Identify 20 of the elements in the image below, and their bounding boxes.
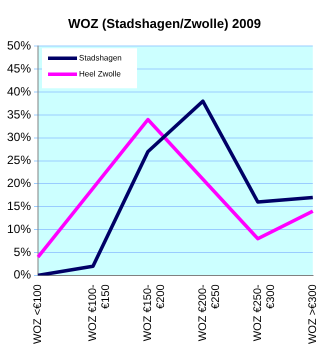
chart-title: WOZ (Stadshagen/Zwolle) 2009	[67, 16, 262, 33]
x-tick-label: WOZ €100- €150	[87, 284, 112, 342]
y-tick-label: 40%	[6, 84, 32, 98]
x-tick-label: WOZ €150- €200	[142, 284, 168, 342]
x-tick-label: WOZ €250- €300	[252, 284, 278, 342]
legend-label: Heel Zwolle	[79, 69, 122, 78]
x-tick-label: WOZ €200- €250	[196, 284, 222, 342]
y-tick-label: 35%	[6, 107, 32, 122]
y-tick-label: 5%	[14, 244, 32, 259]
y-tick-label: 30%	[6, 130, 32, 144]
y-tick-label: 50%	[6, 38, 32, 53]
x-tick-label: WOZ <€100	[32, 284, 44, 344]
legend-label: Stadshagen	[79, 53, 122, 62]
y-tick-label: 25%	[6, 153, 32, 168]
x-tick-label: WOZ >€300	[306, 284, 319, 344]
y-tick-label: 0%	[14, 268, 32, 282]
y-tick-label: 10%	[6, 222, 32, 236]
y-tick-label: 15%	[6, 198, 32, 213]
y-tick-label: 45%	[6, 61, 32, 76]
y-tick-label: 20%	[6, 176, 32, 190]
